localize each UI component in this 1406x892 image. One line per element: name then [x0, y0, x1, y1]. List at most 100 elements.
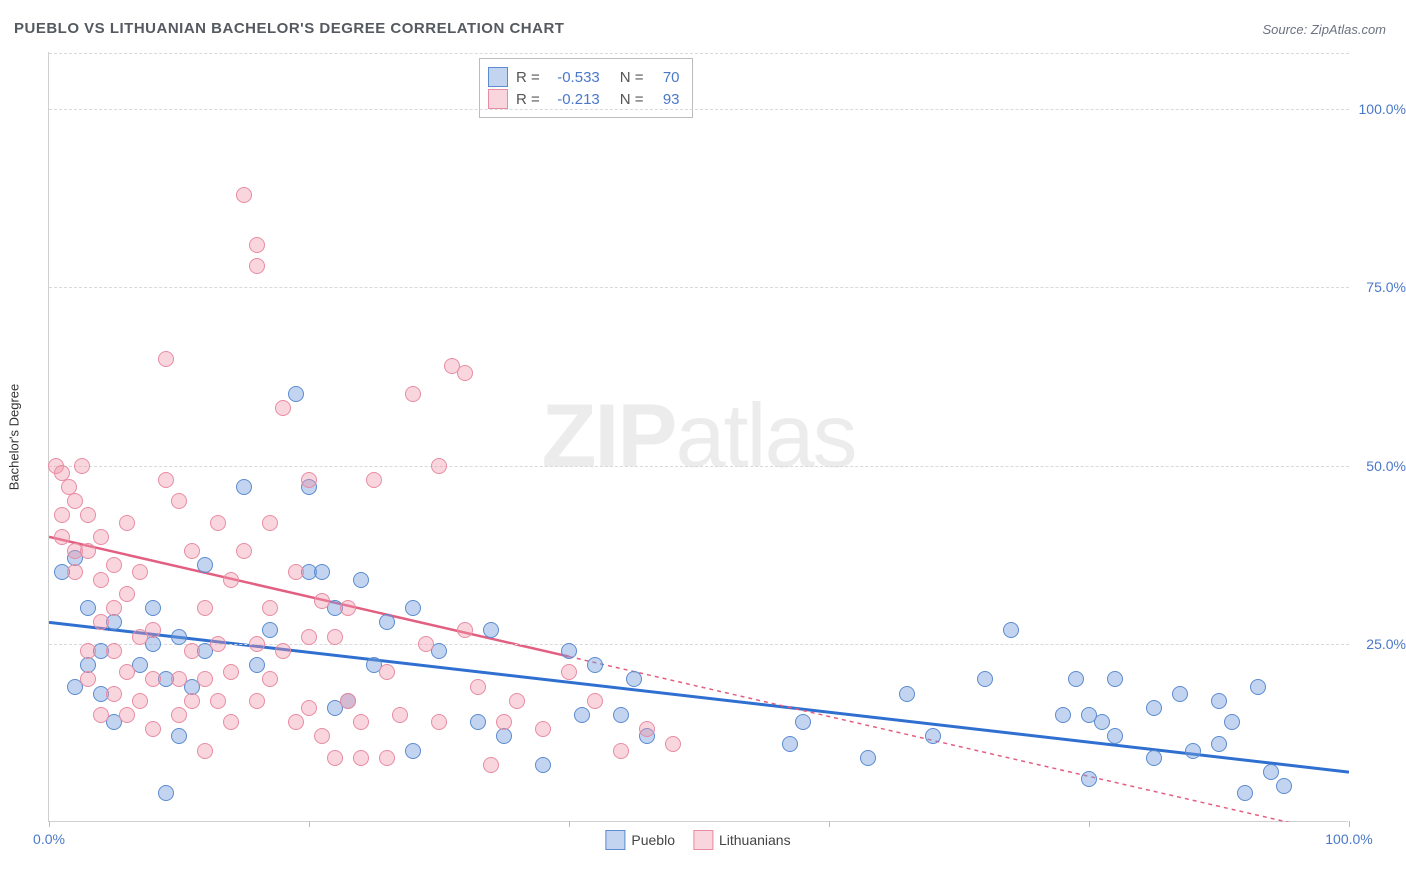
data-point — [860, 750, 876, 766]
x-tick-mark — [1089, 821, 1090, 827]
y-axis-label: Bachelor's Degree — [7, 384, 22, 491]
data-point — [145, 600, 161, 616]
data-point — [210, 693, 226, 709]
x-tick-mark — [569, 821, 570, 827]
data-point — [782, 736, 798, 752]
data-point — [977, 671, 993, 687]
stats-row: R =-0.213N =93 — [488, 89, 680, 109]
data-point — [587, 657, 603, 673]
data-point — [1276, 778, 1292, 794]
y-tick-label: 50.0% — [1356, 458, 1406, 474]
legend-label: Lithuanians — [719, 832, 791, 848]
gridline — [49, 53, 1349, 54]
data-point — [80, 507, 96, 523]
stats-n-value: 93 — [652, 91, 680, 108]
data-point — [184, 643, 200, 659]
data-point — [67, 564, 83, 580]
data-point — [249, 237, 265, 253]
data-point — [197, 557, 213, 573]
data-point — [145, 622, 161, 638]
x-tick-label: 0.0% — [33, 831, 65, 847]
data-point — [54, 529, 70, 545]
data-point — [80, 671, 96, 687]
data-point — [119, 664, 135, 680]
chart-title: PUEBLO VS LITHUANIAN BACHELOR'S DEGREE C… — [14, 20, 564, 37]
data-point — [405, 600, 421, 616]
data-point — [197, 743, 213, 759]
data-point — [457, 365, 473, 381]
data-point — [327, 750, 343, 766]
x-tick-mark — [829, 821, 830, 827]
data-point — [262, 671, 278, 687]
data-point — [171, 629, 187, 645]
data-point — [301, 472, 317, 488]
data-point — [1107, 728, 1123, 744]
watermark: ZIPatlas — [541, 385, 855, 488]
data-point — [1224, 714, 1240, 730]
data-point — [249, 636, 265, 652]
data-point — [483, 622, 499, 638]
data-point — [158, 785, 174, 801]
data-point — [80, 543, 96, 559]
data-point — [119, 515, 135, 531]
data-point — [1003, 622, 1019, 638]
data-point — [1055, 707, 1071, 723]
data-point — [613, 743, 629, 759]
data-point — [171, 671, 187, 687]
data-point — [223, 664, 239, 680]
data-point — [262, 622, 278, 638]
legend-label: Pueblo — [631, 832, 675, 848]
legend-swatch — [488, 67, 508, 87]
data-point — [535, 721, 551, 737]
data-point — [223, 572, 239, 588]
data-point — [158, 351, 174, 367]
data-point — [93, 572, 109, 588]
data-point — [249, 657, 265, 673]
data-point — [1250, 679, 1266, 695]
data-point — [327, 629, 343, 645]
data-point — [223, 714, 239, 730]
data-point — [171, 728, 187, 744]
gridline — [49, 287, 1349, 288]
data-point — [353, 714, 369, 730]
stats-r-label: R = — [516, 69, 540, 86]
plot-region: ZIPatlas R =-0.533N =70R =-0.213N =93 25… — [48, 52, 1348, 822]
data-point — [106, 557, 122, 573]
data-point — [561, 664, 577, 680]
data-point — [340, 693, 356, 709]
y-tick-label: 75.0% — [1356, 279, 1406, 295]
gridline — [49, 466, 1349, 467]
data-point — [132, 693, 148, 709]
data-point — [236, 187, 252, 203]
watermark-bold: ZIP — [541, 386, 675, 486]
data-point — [197, 600, 213, 616]
data-point — [574, 707, 590, 723]
data-point — [93, 529, 109, 545]
data-point — [106, 686, 122, 702]
x-tick-mark — [49, 821, 50, 827]
data-point — [1185, 743, 1201, 759]
data-point — [561, 643, 577, 659]
legend-item: Lithuanians — [693, 830, 791, 850]
data-point — [587, 693, 603, 709]
data-point — [1146, 700, 1162, 716]
data-point — [379, 664, 395, 680]
data-point — [314, 728, 330, 744]
data-point — [262, 515, 278, 531]
data-point — [275, 643, 291, 659]
data-point — [1107, 671, 1123, 687]
data-point — [132, 564, 148, 580]
data-point — [288, 564, 304, 580]
data-point — [626, 671, 642, 687]
data-point — [1094, 714, 1110, 730]
data-point — [106, 643, 122, 659]
data-point — [613, 707, 629, 723]
data-point — [314, 593, 330, 609]
data-point — [405, 743, 421, 759]
data-point — [1081, 771, 1097, 787]
data-point — [288, 714, 304, 730]
data-point — [93, 707, 109, 723]
data-point — [353, 750, 369, 766]
data-point — [366, 472, 382, 488]
gridline — [49, 644, 1349, 645]
